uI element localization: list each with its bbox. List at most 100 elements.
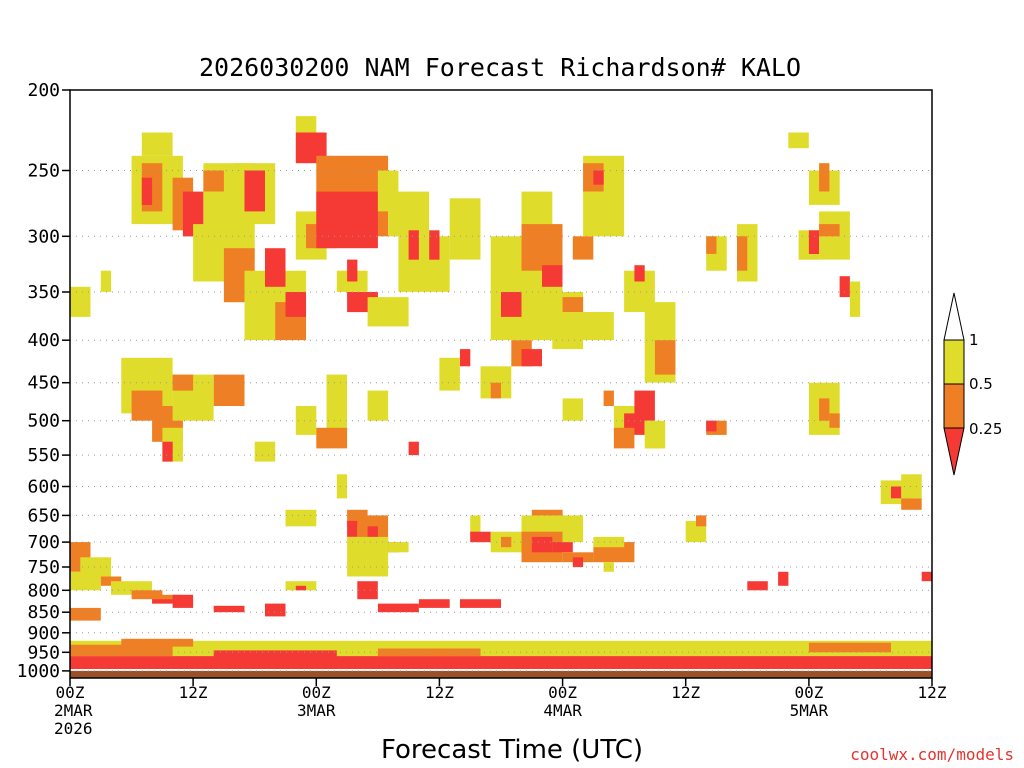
y-tick-label: 650 <box>27 505 60 526</box>
heatmap-cell-red <box>162 441 173 462</box>
heatmap-cell-yellow <box>849 281 861 317</box>
heatmap-cell-red <box>367 526 378 537</box>
heatmap-cell-orange <box>531 509 563 521</box>
heatmap-cell-yellow <box>439 357 460 391</box>
y-tick-label: 550 <box>27 445 60 466</box>
heatmap-cell-red <box>408 230 419 260</box>
heatmap-cell-red <box>747 581 768 591</box>
heatmap-cell-yellow <box>449 198 481 260</box>
y-tick-label: 800 <box>27 580 60 601</box>
heatmap-cell-red <box>265 248 286 287</box>
y-tick-label: 300 <box>27 226 60 247</box>
y-tick-label: 750 <box>27 557 60 578</box>
heatmap-cell-red <box>347 259 358 282</box>
heatmap-cell-red <box>572 557 584 568</box>
heatmap-cell-red <box>357 581 378 600</box>
heatmap-cell-orange <box>377 648 481 657</box>
heatmap-cell-orange <box>70 607 101 621</box>
legend-bin-yellow <box>943 339 965 385</box>
heatmap-cell-yellow <box>295 406 317 435</box>
heatmap-cell-orange <box>152 594 183 604</box>
heatmap-cell-orange <box>603 390 614 406</box>
heatmap-cell-red <box>213 605 245 613</box>
x-tick-label: 2MAR <box>54 701 93 720</box>
heatmap-cell-orange <box>829 413 840 428</box>
x-tick-label: 5MAR <box>790 701 829 720</box>
x-tick-label: 2026 <box>54 719 93 738</box>
plot-area <box>69 89 933 679</box>
heatmap-cell-orange <box>131 590 163 600</box>
heatmap-cell-yellow <box>336 474 348 499</box>
legend-bin-orange <box>943 383 965 429</box>
heatmap-cell-yellow <box>593 536 625 548</box>
heatmap-cell-orange <box>562 297 584 312</box>
ground-fill <box>70 670 932 678</box>
heatmap-cell-orange <box>572 236 594 260</box>
heatmap-cell-red <box>418 599 450 608</box>
heatmap-cell-orange <box>808 642 891 653</box>
heatmap-cell-red <box>521 349 542 367</box>
y-axis: 200 250 300 350 400 450 500 550 600 650 700 7508008… <box>17 80 70 682</box>
heatmap-cell-orange <box>203 170 224 192</box>
heatmap-cell-red <box>460 349 471 367</box>
heatmap-cell-yellow <box>285 509 317 527</box>
heatmap-cell-red <box>891 486 902 499</box>
heatmap-cell-orange <box>901 498 922 510</box>
heatmap-cell-red <box>593 170 604 185</box>
heatmap-cell-orange <box>501 536 512 548</box>
heatmap-cell-red <box>839 276 850 298</box>
y-tick-label: 600 <box>27 477 60 498</box>
heatmap-cell-yellow <box>562 398 584 421</box>
x-axis-label: Forecast Time (UTC) <box>381 735 643 765</box>
legend-label-0-5: 0.5 <box>969 375 993 393</box>
y-tick-label: 950 <box>27 642 60 663</box>
x-tick-label: 00Z <box>794 683 823 702</box>
heatmap-cell-orange <box>613 427 635 449</box>
heatmap-cell-orange <box>121 638 194 647</box>
heatmap-cell-yellow <box>644 420 666 449</box>
heatmap-cell-red <box>542 265 563 287</box>
heatmap-cell-orange <box>172 374 194 391</box>
heatmap-cell-orange <box>696 515 707 527</box>
heatmap-cell-red <box>552 542 573 553</box>
heatmap-cell-red <box>295 585 307 591</box>
heatmap-cell-red <box>778 571 789 586</box>
heatmap-cell-red <box>347 520 358 537</box>
heatmap-cell-red <box>501 292 522 317</box>
heatmap-cell-red <box>265 603 286 617</box>
y-tick-label: 350 <box>27 282 60 303</box>
credit-text: coolwx.com/models <box>850 745 1014 764</box>
x-tick-label: 12Z <box>918 683 947 702</box>
heatmap-cell-red <box>408 441 419 456</box>
heatmap-cell-yellow <box>326 374 347 435</box>
x-tick-label: 00Z <box>548 683 577 702</box>
heatmap-cell-orange <box>316 427 348 449</box>
heatmap-cell-orange <box>654 340 676 375</box>
y-tick-label: 900 <box>27 623 60 644</box>
heatmap-cell-yellow <box>388 191 430 237</box>
heatmap-cell-orange <box>213 374 245 406</box>
chart-title: 2026030200 NAM Forecast Richardson# KALO <box>199 53 801 82</box>
heatmap-cell-orange <box>819 163 830 192</box>
heatmap-cell-red <box>460 599 501 608</box>
heatmap-cell-yellow <box>70 640 932 657</box>
heatmap-cell-red <box>429 230 440 260</box>
heatmap-cell-yellow <box>285 581 317 591</box>
heatmap-cell-orange <box>819 398 830 421</box>
y-tick-label: 450 <box>27 373 60 394</box>
heatmap-cells <box>70 116 932 669</box>
heatmap-cell-red <box>808 230 820 254</box>
x-tick-label: 12Z <box>671 683 700 702</box>
heatmap-cell-yellow <box>347 536 389 577</box>
legend-arrow-bottom <box>943 427 965 476</box>
heatmap-cell-yellow <box>603 562 614 572</box>
heatmap-cell-orange <box>521 224 563 271</box>
heatmap-cell-red <box>377 603 419 613</box>
heatmap-cell-orange <box>100 576 122 586</box>
heatmap-cell-red <box>213 650 337 664</box>
legend-label-0-25: 0.25 <box>969 420 1002 438</box>
heatmap-cell-yellow <box>398 236 450 292</box>
heatmap-cell-yellow <box>788 132 809 149</box>
ground-band <box>70 670 932 678</box>
